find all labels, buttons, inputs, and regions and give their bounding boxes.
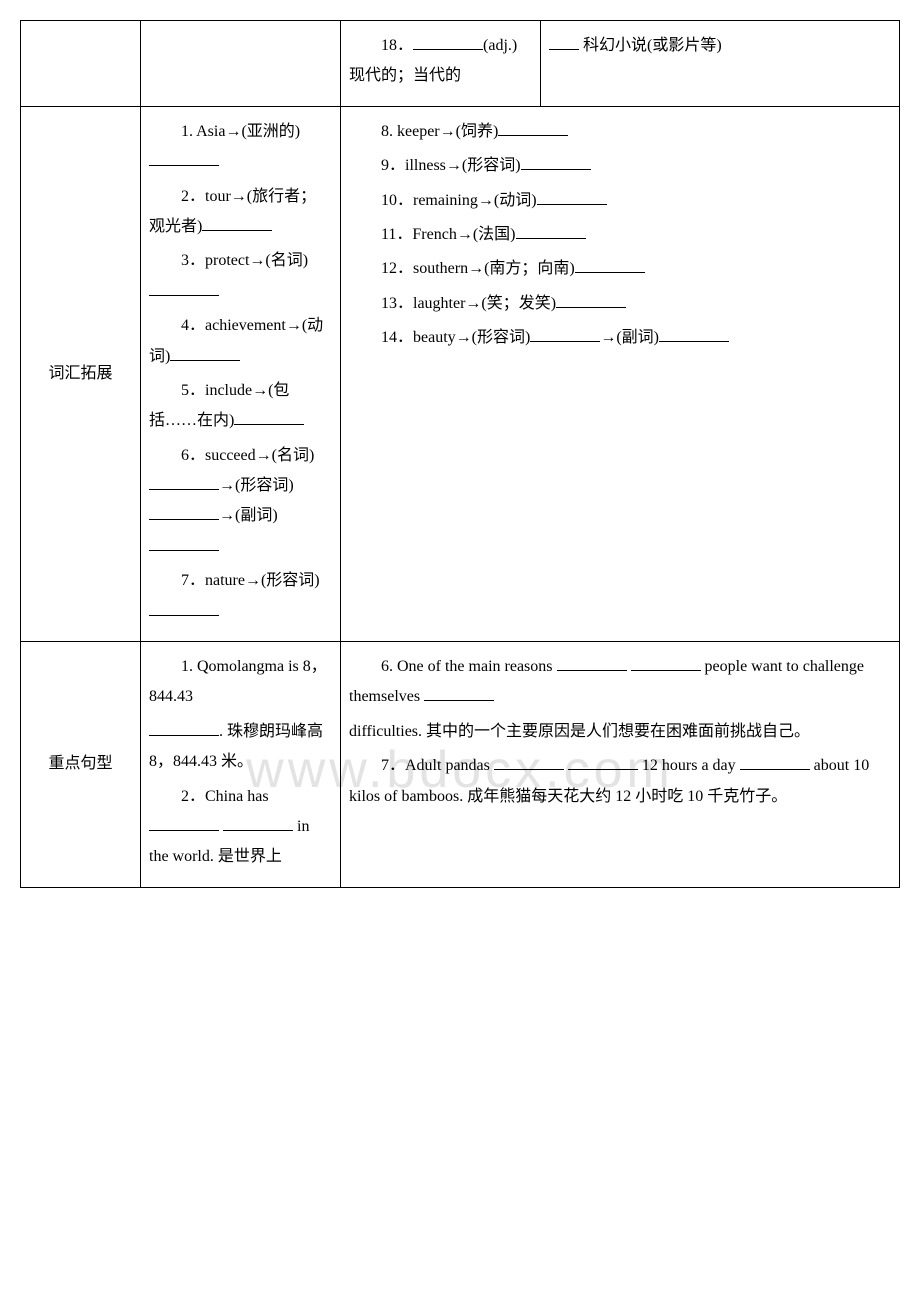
row1-col2 bbox=[141, 21, 341, 107]
blank-line bbox=[557, 655, 627, 671]
item-text: 12．southern→(南方；向南) bbox=[381, 260, 575, 277]
item-text: 13．laughter→(笑；发笑) bbox=[381, 295, 556, 312]
item-text: →(形容词) bbox=[219, 477, 294, 494]
item-text: 3．protect→(名词) bbox=[181, 252, 308, 269]
item-text: 1. Asia→(亚洲的) bbox=[181, 123, 300, 140]
blank-line bbox=[498, 120, 568, 136]
item-text: 7．nature→(形容词) bbox=[181, 572, 320, 589]
blank-line bbox=[234, 409, 304, 425]
blank-line bbox=[631, 655, 701, 671]
worksheet-table: 18．(adj.)现代的；当代的 科幻小说(或影片等) 词汇拓展 1. Asia… bbox=[20, 20, 900, 888]
blank-line bbox=[149, 600, 219, 616]
item-text: 12 hours a day bbox=[638, 757, 740, 774]
item-text: 6. One of the main reasons bbox=[381, 658, 557, 675]
blank-line bbox=[149, 535, 219, 551]
row2-col2: 1. Asia→(亚洲的) 2．tour→(旅行者；观光者) 3．protect… bbox=[141, 106, 341, 641]
row1-col3: 18．(adj.)现代的；当代的 bbox=[341, 21, 541, 107]
item-text: 14．beauty→(形容词) bbox=[381, 329, 530, 346]
item-text: 7．Adult pandas bbox=[381, 757, 494, 774]
blank-line bbox=[521, 154, 591, 170]
blank-line bbox=[149, 504, 219, 520]
blank-line bbox=[740, 754, 810, 770]
item-text: 科幻小说(或影片等) bbox=[579, 37, 722, 54]
blank-line bbox=[424, 685, 494, 701]
blank-line bbox=[516, 223, 586, 239]
row2-col3-4: 8. keeper→(饲养) 9．illness→(形容词) 10．remain… bbox=[341, 106, 900, 641]
blank-line bbox=[659, 326, 729, 342]
document-table-wrap: 18．(adj.)现代的；当代的 科幻小说(或影片等) 词汇拓展 1. Asia… bbox=[20, 20, 900, 888]
blank-line bbox=[575, 257, 645, 273]
blank-line bbox=[202, 215, 272, 231]
table-row: 18．(adj.)现代的；当代的 科幻小说(或影片等) bbox=[21, 21, 900, 107]
item-text: 9．illness→(形容词) bbox=[381, 157, 521, 174]
row1-col4: 科幻小说(或影片等) bbox=[541, 21, 900, 107]
blank-line bbox=[413, 34, 483, 50]
item-text: 2．China has bbox=[181, 788, 269, 805]
blank-line bbox=[223, 815, 293, 831]
table-row: 重点句型 1. Qomolangma is 8，844.43 . 珠穆朗玛峰高 … bbox=[21, 642, 900, 888]
item-text: 18． bbox=[381, 37, 413, 54]
item-text: 8. keeper→(饲养) bbox=[381, 123, 498, 140]
item-text: 10．remaining→(动词) bbox=[381, 192, 537, 209]
row3-col2: 1. Qomolangma is 8，844.43 . 珠穆朗玛峰高 8，844… bbox=[141, 642, 341, 888]
blank-line bbox=[149, 720, 219, 736]
blank-line bbox=[530, 326, 600, 342]
section-label: 重点句型 bbox=[48, 755, 112, 772]
item-text: 11．French→(法国) bbox=[381, 226, 516, 243]
item-text: 6．succeed→(名词) bbox=[181, 447, 314, 464]
blank-line bbox=[170, 345, 240, 361]
blank-line bbox=[149, 150, 219, 166]
blank-line bbox=[494, 754, 564, 770]
table-row: 词汇拓展 1. Asia→(亚洲的) 2．tour→(旅行者；观光者) 3．pr… bbox=[21, 106, 900, 641]
row1-label-cell bbox=[21, 21, 141, 107]
section-label: 词汇拓展 bbox=[48, 365, 112, 382]
blank-line bbox=[556, 292, 626, 308]
blank-line bbox=[149, 280, 219, 296]
item-text: →(副词) bbox=[600, 329, 659, 346]
blank-line bbox=[149, 815, 219, 831]
item-text: difficulties. 其中的一个主要原因是人们想要在困难面前挑战自己。 bbox=[349, 723, 810, 740]
row2-label-cell: 词汇拓展 bbox=[21, 106, 141, 641]
item-text: →(副词) bbox=[219, 507, 278, 524]
blank-line bbox=[537, 189, 607, 205]
blank-line bbox=[149, 474, 219, 490]
blank-line bbox=[549, 34, 579, 50]
blank-line bbox=[568, 754, 638, 770]
row3-label-cell: 重点句型 bbox=[21, 642, 141, 888]
item-text: 1. Qomolangma is 8，844.43 bbox=[149, 658, 327, 705]
row3-col3-4: 6. One of the main reasons people want t… bbox=[341, 642, 900, 888]
